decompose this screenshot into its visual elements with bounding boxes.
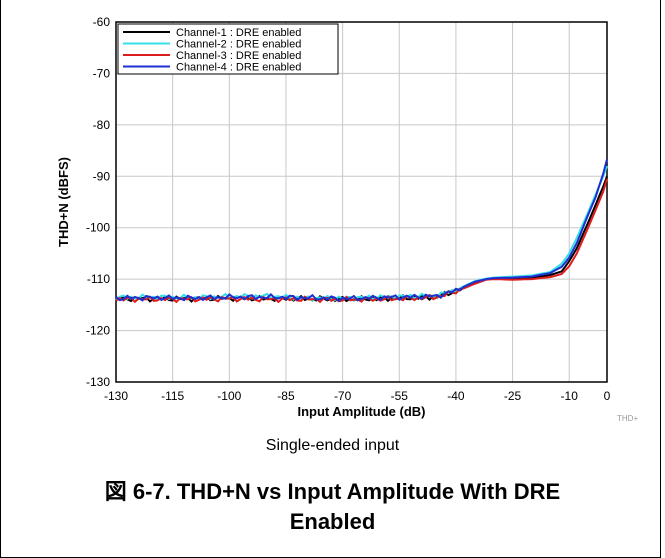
chart-subtitle: Single-ended input (265, 437, 400, 454)
x-tick-label: -100 (217, 389, 241, 403)
series-line-channel-1 (115, 175, 608, 303)
x-tick-label: -25 (504, 389, 522, 403)
x-tick-label: -55 (391, 389, 409, 403)
x-tick-label: -85 (277, 389, 295, 403)
y-tick-label: -120 (86, 324, 110, 338)
x-tick-label: 0 (604, 389, 611, 403)
figure-id-watermark: THD+ (617, 414, 638, 423)
series-line-channel-3 (115, 178, 608, 304)
legend-entry: Channel-3 : DRE enabled (176, 50, 301, 62)
x-tick-label: -115 (161, 389, 184, 403)
legend-entry: Channel-1 : DRE enabled (176, 27, 301, 39)
figure-caption-line2: Enabled (289, 509, 376, 534)
thdn-chart: -130 -115 -100 -85 -70 -55 -40 -25 -10 0-60-70-80… (56, 15, 638, 423)
x-axis-title: Input Amplitude (dB) (297, 404, 425, 419)
y-tick-label: -130 (86, 375, 110, 389)
series-line-channel-4 (115, 159, 608, 303)
x-tick-label: -130 (104, 389, 128, 403)
figure-caption: 図 6-7. THD+N vs Input Amplitude With DRE… (40, 477, 625, 537)
x-tick-label: -40 (447, 389, 465, 403)
y-tick-label: -90 (93, 169, 111, 183)
figure-caption-line1: 図 6-7. THD+N vs Input Amplitude With DRE (104, 479, 561, 504)
x-tick-label: -10 (561, 389, 579, 403)
series-line-channel-2 (115, 165, 608, 303)
x-tick-label: -70 (334, 389, 352, 403)
legend-entry: Channel-4 : DRE enabled (176, 62, 301, 74)
legend-entry: Channel-2 : DRE enabled (176, 39, 301, 51)
y-tick-label: -60 (93, 15, 111, 29)
y-tick-label: -80 (93, 118, 111, 132)
y-tick-label: -100 (86, 221, 110, 235)
y-tick-label: -70 (93, 66, 111, 80)
y-tick-label: -110 (87, 272, 110, 286)
y-axis-title: THD+N (dBFS) (56, 157, 71, 247)
plot-area-border (115, 21, 608, 383)
